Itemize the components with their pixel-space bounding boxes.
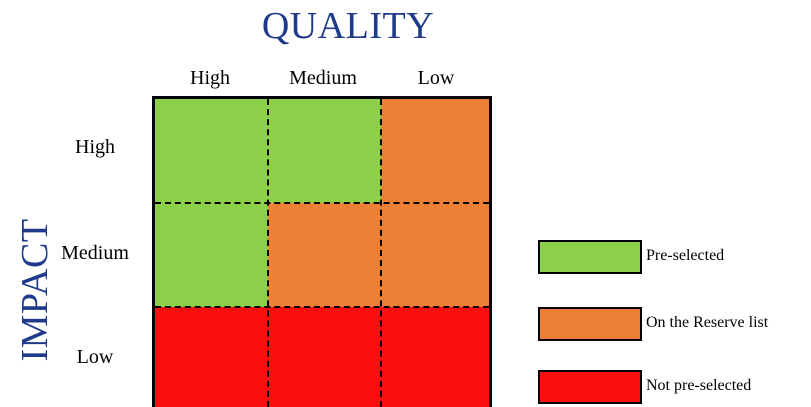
quality-impact-matrix (152, 96, 492, 407)
legend-label-not-selected: Not pre-selected (646, 377, 752, 394)
matrix-cell-medium-impact-low-quality (381, 203, 489, 307)
row-label-low: Low (76, 346, 114, 368)
quality-axis-title: QUALITY (261, 5, 435, 47)
matrix-cell-low-impact-high-quality (155, 307, 268, 407)
matrix-cell-high-impact-low-quality (381, 99, 489, 203)
column-label-medium: Medium (289, 67, 357, 89)
matrix-cell-medium-impact-high-quality (155, 203, 268, 307)
matrix-cell-high-impact-medium-quality (268, 99, 381, 203)
grid-divider-vertical (267, 99, 269, 407)
impact-axis-title: IMPACT (14, 218, 56, 362)
legend-label-reserve: On the Reserve list (646, 314, 769, 331)
matrix-cell-high-impact-high-quality (155, 99, 268, 203)
grid-divider-horizontal (155, 202, 489, 204)
column-label-low: Low (417, 67, 455, 89)
row-label-high: High (75, 136, 115, 158)
grid-divider-vertical (380, 99, 382, 407)
legend-swatch-reserve (538, 307, 642, 341)
matrix-cell-medium-impact-medium-quality (268, 203, 381, 307)
legend-swatch-pre-selected (538, 240, 642, 274)
matrix-cell-low-impact-low-quality (381, 307, 489, 407)
row-label-medium: Medium (61, 242, 129, 264)
matrix-cell-low-impact-medium-quality (268, 307, 381, 407)
legend-swatch-not-selected (538, 370, 642, 404)
column-label-high: High (190, 67, 230, 89)
legend-label-pre-selected: Pre-selected (646, 247, 725, 264)
grid-divider-horizontal (155, 306, 489, 308)
